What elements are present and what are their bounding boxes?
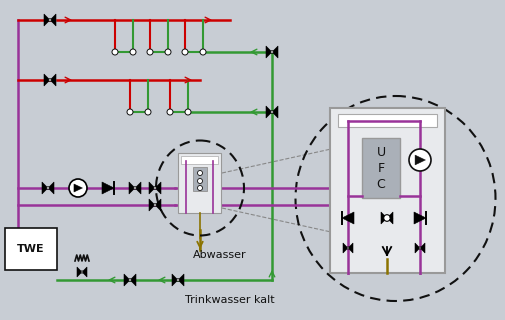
Circle shape <box>197 186 202 190</box>
Polygon shape <box>82 267 87 277</box>
Polygon shape <box>413 212 425 224</box>
Text: TWE: TWE <box>17 244 45 254</box>
Polygon shape <box>272 106 277 118</box>
Polygon shape <box>44 14 50 26</box>
Polygon shape <box>341 212 353 224</box>
Circle shape <box>81 271 83 273</box>
Polygon shape <box>272 46 277 58</box>
Polygon shape <box>48 182 54 194</box>
Circle shape <box>127 109 133 115</box>
Circle shape <box>197 171 202 175</box>
FancyBboxPatch shape <box>361 138 399 198</box>
Circle shape <box>185 109 190 115</box>
Text: Trinkwasser kalt: Trinkwasser kalt <box>185 295 274 305</box>
Polygon shape <box>380 212 386 224</box>
Polygon shape <box>155 199 161 211</box>
Polygon shape <box>74 184 82 192</box>
Text: S: S <box>388 215 393 220</box>
Polygon shape <box>172 274 178 286</box>
Circle shape <box>46 187 49 189</box>
Circle shape <box>112 49 118 55</box>
Polygon shape <box>266 106 272 118</box>
Polygon shape <box>148 182 155 194</box>
Circle shape <box>408 149 430 171</box>
Circle shape <box>154 204 156 206</box>
Text: U
F
C: U F C <box>376 146 385 190</box>
Polygon shape <box>124 274 130 286</box>
Circle shape <box>199 49 206 55</box>
Polygon shape <box>414 155 425 165</box>
Polygon shape <box>178 274 184 286</box>
FancyBboxPatch shape <box>329 108 444 273</box>
Circle shape <box>418 247 420 249</box>
Polygon shape <box>135 182 141 194</box>
Polygon shape <box>419 243 424 253</box>
Polygon shape <box>77 267 82 277</box>
Circle shape <box>346 247 348 249</box>
Circle shape <box>154 187 156 189</box>
Circle shape <box>383 215 389 221</box>
Circle shape <box>176 279 179 281</box>
Circle shape <box>167 109 173 115</box>
Polygon shape <box>386 212 392 224</box>
FancyBboxPatch shape <box>181 156 218 164</box>
Circle shape <box>165 49 171 55</box>
Polygon shape <box>347 243 352 253</box>
Polygon shape <box>42 182 48 194</box>
Polygon shape <box>44 74 50 86</box>
Circle shape <box>270 51 273 53</box>
Text: Abwasser: Abwasser <box>193 250 246 260</box>
Circle shape <box>48 79 51 81</box>
FancyBboxPatch shape <box>337 114 436 127</box>
Circle shape <box>147 49 153 55</box>
Polygon shape <box>102 182 114 194</box>
Polygon shape <box>50 14 56 26</box>
FancyBboxPatch shape <box>5 228 57 270</box>
Polygon shape <box>148 199 155 211</box>
Circle shape <box>197 179 202 183</box>
Circle shape <box>128 279 131 281</box>
Circle shape <box>133 187 136 189</box>
Circle shape <box>69 179 87 197</box>
Polygon shape <box>130 274 136 286</box>
Polygon shape <box>266 46 272 58</box>
FancyBboxPatch shape <box>178 153 221 213</box>
Polygon shape <box>155 182 161 194</box>
Polygon shape <box>129 182 135 194</box>
Circle shape <box>130 49 136 55</box>
Circle shape <box>48 19 51 21</box>
Polygon shape <box>342 243 347 253</box>
Polygon shape <box>50 74 56 86</box>
FancyBboxPatch shape <box>192 167 207 191</box>
Polygon shape <box>414 243 419 253</box>
Circle shape <box>270 111 273 113</box>
Circle shape <box>182 49 188 55</box>
Circle shape <box>145 109 150 115</box>
